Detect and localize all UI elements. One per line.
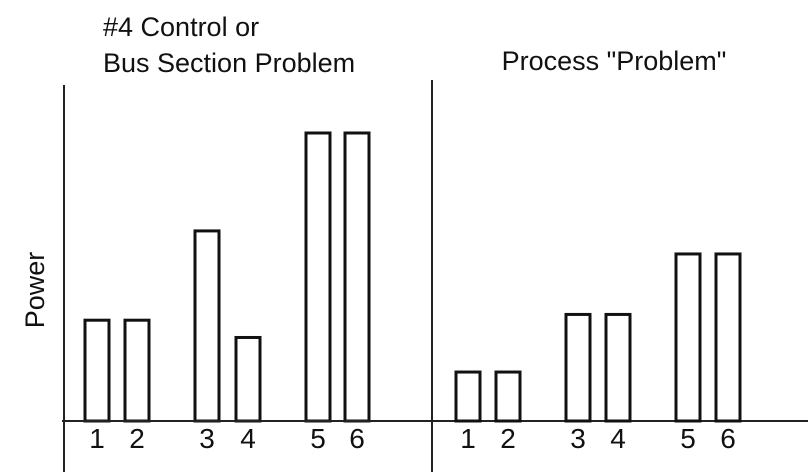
tick-label-panel1-4: 4 — [240, 423, 256, 454]
panel1-title-line2: Bus Section Problem — [103, 48, 355, 78]
tick-label-panel2-2: 2 — [500, 423, 516, 454]
tick-label-panel1-1: 1 — [89, 423, 105, 454]
tick-label-panel1-3: 3 — [199, 423, 215, 454]
tick-label-panel2-4: 4 — [610, 423, 626, 454]
tick-label-panel2-5: 5 — [680, 423, 696, 454]
bar-panel1-1 — [83, 318, 111, 423]
bar-panel1-4 — [234, 335, 262, 423]
panel1-bars — [83, 131, 371, 423]
panel2-bars — [454, 252, 742, 423]
bar-panel1-3 — [193, 229, 221, 423]
tick-label-panel2-3: 3 — [570, 423, 586, 454]
bar-panel2-4 — [604, 312, 632, 423]
bar-panel1-2 — [123, 318, 151, 423]
bar-panel1-6 — [343, 131, 371, 423]
tick-label-panel2-1: 1 — [460, 423, 476, 454]
chart-panel-control-problem: #4 Control or Bus Section Problem Power … — [20, 12, 371, 472]
y-axis-label: Power — [20, 252, 50, 329]
bar-panel2-2 — [494, 370, 522, 423]
panel1-title-line1: #4 Control or — [103, 12, 259, 42]
panel2-title: Process "Problem" — [502, 46, 727, 76]
bar-panel1-5 — [304, 131, 332, 423]
bar-panel2-5 — [674, 252, 702, 423]
tick-label-panel1-6: 6 — [349, 423, 365, 454]
tick-label-panel2-6: 6 — [720, 423, 736, 454]
bar-panel2-1 — [454, 370, 482, 423]
tick-label-panel1-2: 2 — [129, 423, 145, 454]
bar-panel2-3 — [564, 312, 592, 423]
tick-label-panel1-5: 5 — [310, 423, 326, 454]
bar-panel2-6 — [714, 252, 742, 423]
